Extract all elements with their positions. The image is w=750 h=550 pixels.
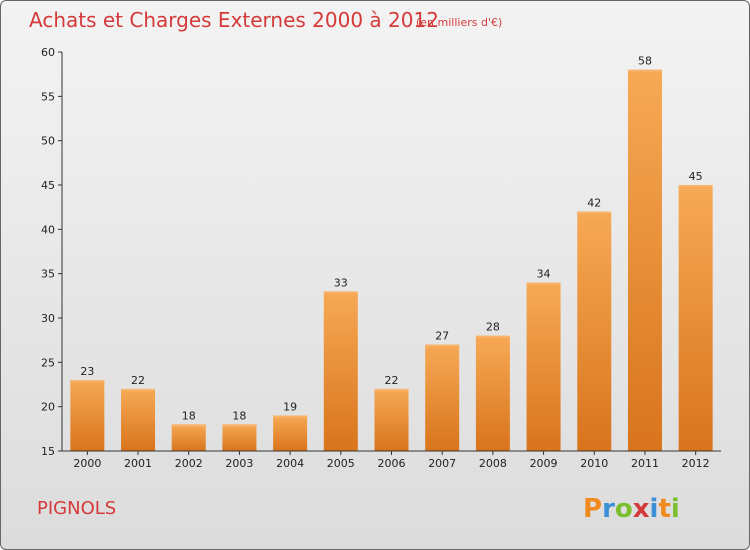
bar-top-edge <box>273 415 308 418</box>
x-tick-label-2012: 2012 <box>682 457 710 470</box>
chart-subtitle: (en milliers d'€) <box>416 16 502 29</box>
x-tick-label-2001: 2001 <box>124 457 152 470</box>
bar-2011 <box>627 69 662 451</box>
x-tick-label-2008: 2008 <box>479 457 507 470</box>
x-tick-label-2004: 2004 <box>276 457 304 470</box>
bar-top-edge <box>526 282 561 285</box>
bar-top-edge <box>425 344 460 347</box>
data-label-2006: 22 <box>385 374 399 387</box>
bar-top-edge <box>374 388 409 391</box>
y-tick-label: 35 <box>41 268 55 281</box>
bar-2004 <box>273 415 308 451</box>
bar-2012 <box>678 185 713 451</box>
bar-2007 <box>425 344 460 451</box>
data-label-2002: 18 <box>182 409 196 422</box>
data-label-2010: 42 <box>587 197 601 210</box>
data-label-2001: 22 <box>131 374 145 387</box>
y-tick-label: 20 <box>41 401 55 414</box>
bar-2005 <box>323 291 358 451</box>
y-tick-label: 40 <box>41 223 55 236</box>
data-label-2011: 58 <box>638 55 652 68</box>
data-label-2007: 27 <box>435 330 449 343</box>
x-tick-label-2005: 2005 <box>327 457 355 470</box>
bar-2001 <box>121 388 156 451</box>
y-tick-label: 45 <box>41 179 55 192</box>
x-tick-label-2002: 2002 <box>175 457 203 470</box>
y-tick-label: 50 <box>41 135 55 148</box>
bar-2009 <box>526 282 561 451</box>
bar-2010 <box>577 211 612 451</box>
bar-2008 <box>475 335 510 451</box>
bar-2006 <box>374 388 409 451</box>
bar-2002 <box>171 424 206 451</box>
data-label-2008: 28 <box>486 321 500 334</box>
bar-top-edge <box>171 424 206 427</box>
bar-top-edge <box>627 69 662 72</box>
data-label-2000: 23 <box>80 365 94 378</box>
logo-letter: i <box>671 494 680 524</box>
x-tick-label-2003: 2003 <box>225 457 253 470</box>
x-tick-label-2000: 2000 <box>73 457 101 470</box>
data-label-2005: 33 <box>334 276 348 289</box>
bar-2000 <box>70 380 105 451</box>
x-tick-label-2011: 2011 <box>631 457 659 470</box>
bar-top-edge <box>577 211 612 214</box>
chart-title: Achats et Charges Externes 2000 à 2012 <box>29 8 439 32</box>
x-tick-label-2006: 2006 <box>378 457 406 470</box>
data-label-2004: 19 <box>283 401 297 414</box>
y-tick-label: 55 <box>41 90 55 103</box>
x-tick-label-2007: 2007 <box>428 457 456 470</box>
logo-letter: P <box>583 494 602 524</box>
x-tick-label-2010: 2010 <box>580 457 608 470</box>
logo-letter: o <box>615 494 633 524</box>
place-name: PIGNOLS <box>37 498 116 519</box>
logo-letter: x <box>633 494 650 524</box>
y-tick-label: 60 <box>41 46 55 59</box>
data-label-2009: 34 <box>537 268 551 281</box>
bar-top-edge <box>475 335 510 338</box>
logo-letter: t <box>658 494 670 524</box>
data-label-2003: 18 <box>232 409 246 422</box>
data-label-2012: 45 <box>689 170 703 183</box>
bar-top-edge <box>121 388 156 391</box>
bar-2003 <box>222 424 257 451</box>
bar-top-edge <box>70 380 105 383</box>
axis-layer: 15 20 25 30 35 40 45 50 55 60 2000 2001 2002 2003 2004… <box>41 46 721 470</box>
bars-layer: 23 22 18 18 19 33 22 27 28 34 42 58 45 <box>70 55 713 451</box>
y-tick-label: 15 <box>41 445 55 458</box>
logo-letter: r <box>602 494 615 524</box>
x-tick-label-2009: 2009 <box>530 457 558 470</box>
logo-text: Proxiti <box>583 494 680 524</box>
proxiti-logo: Proxiti <box>583 494 680 524</box>
bar-top-edge <box>323 291 358 294</box>
bar-top-edge <box>222 424 257 427</box>
y-tick-label: 25 <box>41 356 55 369</box>
y-tick-label: 30 <box>41 312 55 325</box>
logo-letter: i <box>650 494 659 524</box>
bar-top-edge <box>678 185 713 187</box>
